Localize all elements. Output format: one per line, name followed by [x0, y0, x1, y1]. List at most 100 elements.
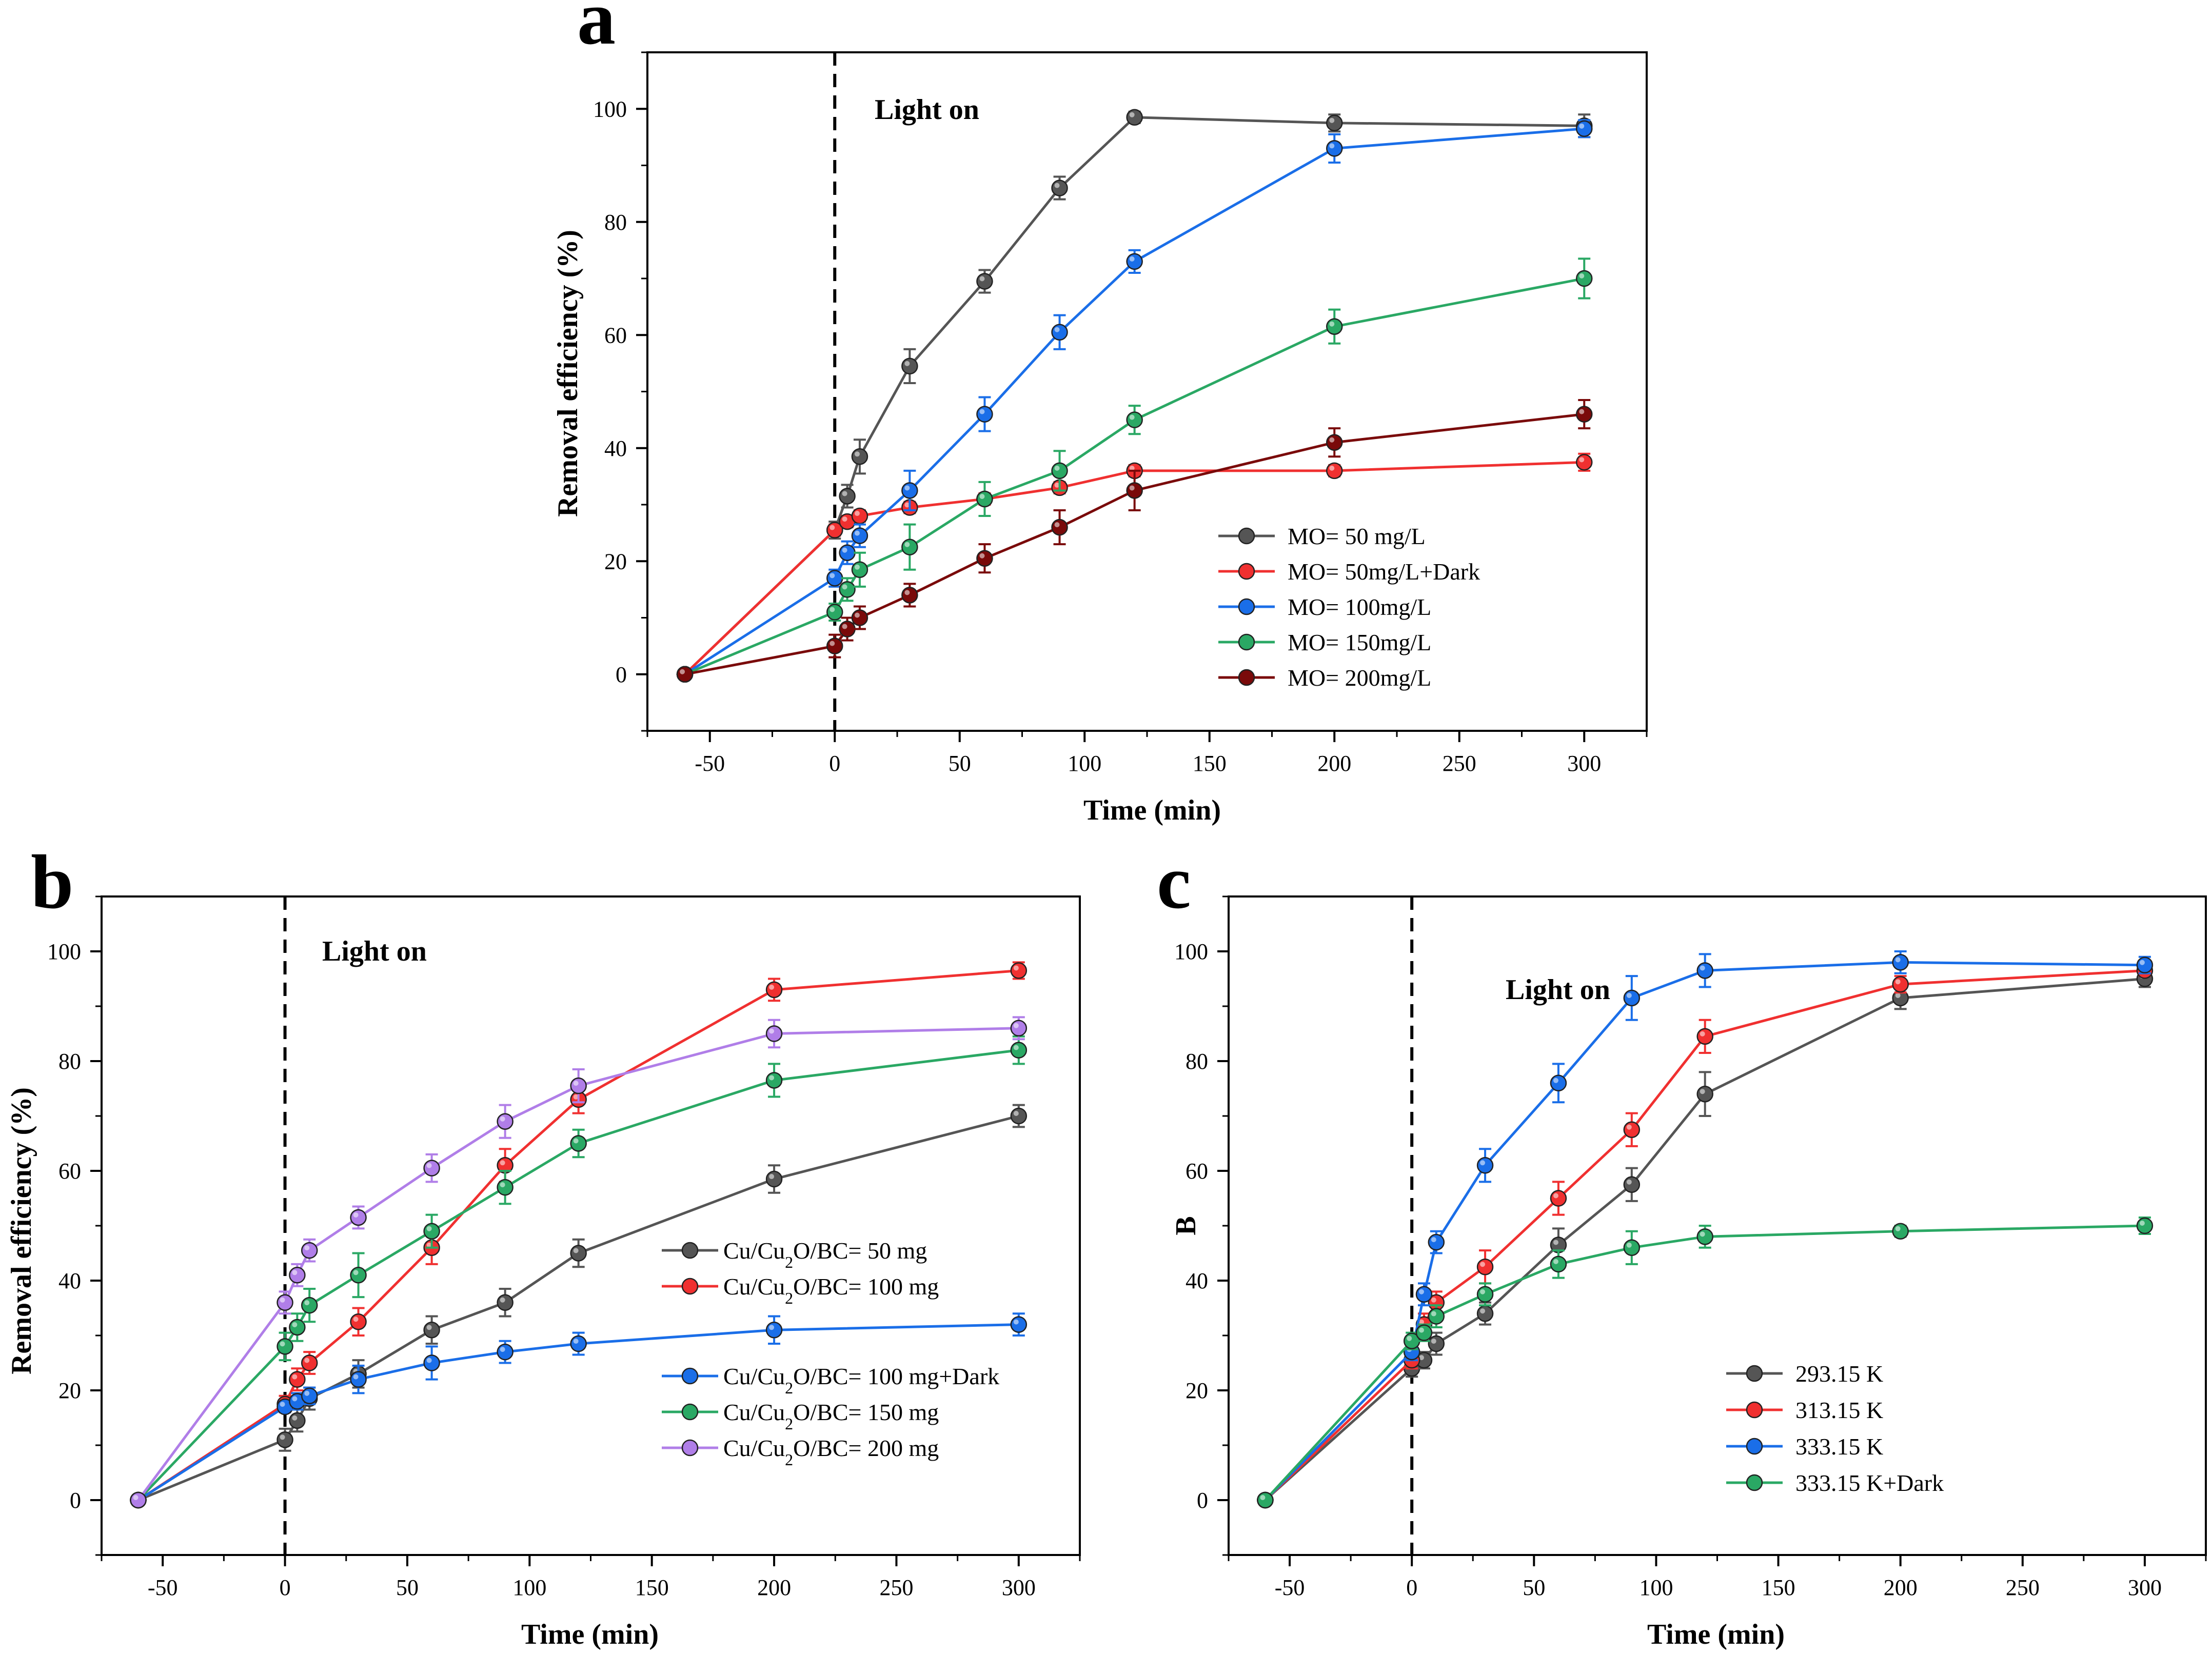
- data-point-highlight: [854, 612, 860, 618]
- plot-area-c: -50 0 50 100 150 200 250 300 0 20 40 60 80 100 293.15 …: [1174, 895, 2207, 1600]
- y-axis-title-a: Removal efficiency (%): [552, 230, 584, 517]
- data-point: [765, 1025, 783, 1042]
- data-point: [826, 570, 843, 587]
- data-point: [497, 1294, 514, 1311]
- y-tick-label: 20: [1186, 1378, 1208, 1403]
- data-point-highlight: [769, 1325, 775, 1330]
- y-tick-label: 60: [1186, 1159, 1208, 1184]
- x-tick-label: 50: [396, 1575, 419, 1600]
- legend-marker: [1746, 1401, 1763, 1419]
- data-point-highlight: [1431, 1311, 1436, 1317]
- data-point-highlight: [304, 1358, 310, 1363]
- data-point: [1010, 1107, 1028, 1125]
- data-point-highlight: [842, 547, 847, 553]
- panel-b: b -50 0 50 100 150 200 250 300 0 20 40 60 80 100 Cu/Cu…: [6, 840, 1081, 1650]
- legend-marker: [1746, 1438, 1763, 1455]
- data-point-highlight: [426, 1242, 432, 1248]
- data-point-highlight: [304, 1245, 310, 1251]
- data-point: [976, 273, 993, 290]
- data-point: [1696, 1028, 1713, 1045]
- y-tick-label: 60: [604, 323, 627, 348]
- data-point: [1623, 989, 1641, 1007]
- legend-label: 333.15 K: [1795, 1433, 1883, 1460]
- data-point-highlight: [1700, 965, 1705, 971]
- data-point: [1126, 411, 1143, 428]
- y-axis-title-b: Removal efficiency (%): [6, 1087, 37, 1374]
- data-point: [289, 1267, 306, 1284]
- data-point: [1576, 270, 1593, 287]
- y-tick-label: 40: [58, 1268, 81, 1293]
- data-point-highlight: [680, 669, 685, 674]
- y-tick-label: 0: [70, 1488, 81, 1513]
- legend-marker: [681, 1242, 699, 1259]
- data-point-highlight: [1626, 992, 1632, 998]
- data-point-highlight: [500, 1116, 505, 1122]
- data-point-highlight: [854, 511, 860, 516]
- data-point: [301, 1242, 318, 1259]
- data-point: [765, 1072, 783, 1089]
- x-axis-title-b: Time (min): [521, 1619, 659, 1650]
- legend-label: MO= 150mg/L: [1288, 629, 1431, 655]
- data-point: [423, 1354, 440, 1371]
- series-line: [684, 277, 1585, 676]
- legend-label: 333.15 K+Dark: [1795, 1470, 1944, 1496]
- data-point: [1326, 462, 1343, 480]
- data-point: [765, 1322, 783, 1339]
- data-point: [1257, 1491, 1274, 1509]
- y-tick-label: 100: [47, 939, 81, 964]
- data-point-highlight: [280, 1434, 285, 1440]
- data-point-highlight: [904, 485, 910, 491]
- data-point: [765, 1170, 783, 1188]
- legend-marker: [1238, 527, 1255, 545]
- data-point-highlight: [573, 1094, 579, 1100]
- y-tick-label: 60: [58, 1159, 81, 1184]
- data-point-highlight: [304, 1390, 310, 1396]
- data-point-highlight: [1054, 183, 1060, 188]
- data-point-highlight: [1579, 123, 1585, 129]
- data-point-highlight: [769, 984, 775, 990]
- series-line: [137, 1049, 1019, 1501]
- data-point-highlight: [1419, 1355, 1424, 1361]
- data-point: [1623, 1176, 1641, 1193]
- data-point-highlight: [1129, 414, 1135, 420]
- data-point: [497, 1179, 514, 1196]
- data-point-highlight: [1013, 965, 1019, 971]
- data-point-highlight: [769, 1174, 775, 1180]
- data-point-highlight: [292, 1396, 298, 1402]
- legend-marker: [681, 1278, 699, 1295]
- x-tick-label: -50: [1275, 1575, 1305, 1600]
- legend-marker: [681, 1439, 699, 1457]
- data-point-highlight: [1054, 482, 1060, 488]
- x-tick-label: 0: [829, 751, 840, 776]
- data-point: [570, 1077, 587, 1094]
- data-point-highlight: [1700, 1231, 1705, 1237]
- legend-label: Cu/Cu2O/BC= 100 mg+Dark: [723, 1363, 999, 1397]
- data-point: [1696, 1085, 1713, 1103]
- data-point: [1550, 1255, 1567, 1273]
- data-point-highlight: [292, 1270, 298, 1275]
- x-tick-label: 300: [1002, 1575, 1036, 1600]
- data-point: [851, 527, 868, 544]
- data-point-highlight: [1431, 1237, 1436, 1243]
- data-point: [1428, 1308, 1445, 1325]
- data-point: [1428, 1233, 1445, 1251]
- data-point-highlight: [979, 276, 985, 282]
- data-point: [839, 621, 856, 637]
- data-point-highlight: [769, 1028, 775, 1034]
- y-tick-label: 100: [1174, 939, 1208, 964]
- data-point: [1010, 962, 1028, 979]
- data-point-highlight: [854, 451, 860, 457]
- data-point-highlight: [830, 607, 835, 612]
- legend-label: MO= 100mg/L: [1288, 594, 1431, 620]
- legend-label: MO= 200mg/L: [1288, 665, 1431, 691]
- data-point-highlight: [500, 1297, 505, 1303]
- data-point: [676, 666, 694, 683]
- data-point-highlight: [1579, 273, 1585, 278]
- x-tick-label: 200: [1884, 1575, 1918, 1600]
- data-point: [276, 1338, 293, 1355]
- data-point-highlight: [426, 1358, 432, 1363]
- data-point-highlight: [1013, 1045, 1019, 1050]
- data-point-highlight: [1329, 465, 1335, 471]
- data-point-highlight: [1553, 1259, 1558, 1264]
- legend-label: Cu/Cu2O/BC= 150 mg: [723, 1399, 939, 1433]
